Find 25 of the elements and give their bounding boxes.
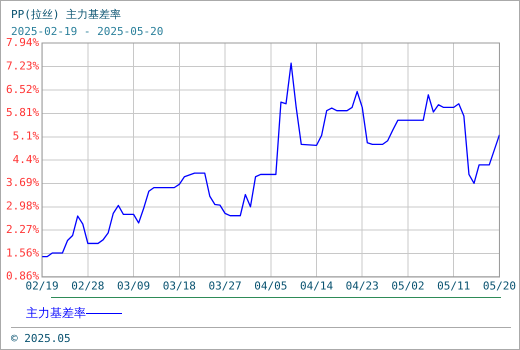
text: © 2025.05: [11, 332, 71, 345]
x-tick-label: 03/18: [162, 279, 196, 292]
x-tick-label: 04/23: [346, 279, 379, 292]
y-tick-label: 7.23%: [6, 59, 40, 72]
x-tick-label: 04/14: [300, 279, 334, 292]
x-tick-label: 02/28: [71, 279, 104, 292]
y-tick-label: 3.69%: [6, 176, 40, 190]
y-tick-label: 6.52%: [6, 82, 40, 96]
y-tick-label: 1.56%: [6, 246, 40, 260]
x-tick-label: 05/20: [482, 279, 516, 292]
x-tick-label: 02/19: [26, 279, 59, 292]
x-tick-label: 03/27: [208, 279, 242, 292]
y-tick-label: 5.1%: [12, 130, 40, 143]
x-tick-label: 05/02: [391, 279, 425, 292]
chart-subtitle: 2025-02-19 - 2025-05-20: [11, 25, 164, 38]
y-tick-label: 5.81%: [6, 106, 40, 120]
y-tick-label: 4.4%: [12, 152, 40, 166]
x-tick-label: 04/05: [254, 279, 288, 292]
x-tick-label: 05/11: [437, 279, 470, 292]
y-tick-label: 2.27%: [6, 223, 40, 236]
legend-label: 主力基差率: [26, 306, 86, 320]
y-tick-label: 2.98%: [6, 200, 40, 213]
chart-title: PP(拉丝) 主力基差率: [11, 7, 122, 22]
x-tick-label: 03/09: [117, 279, 150, 292]
y-tick-label: 7.94%: [6, 36, 40, 49]
